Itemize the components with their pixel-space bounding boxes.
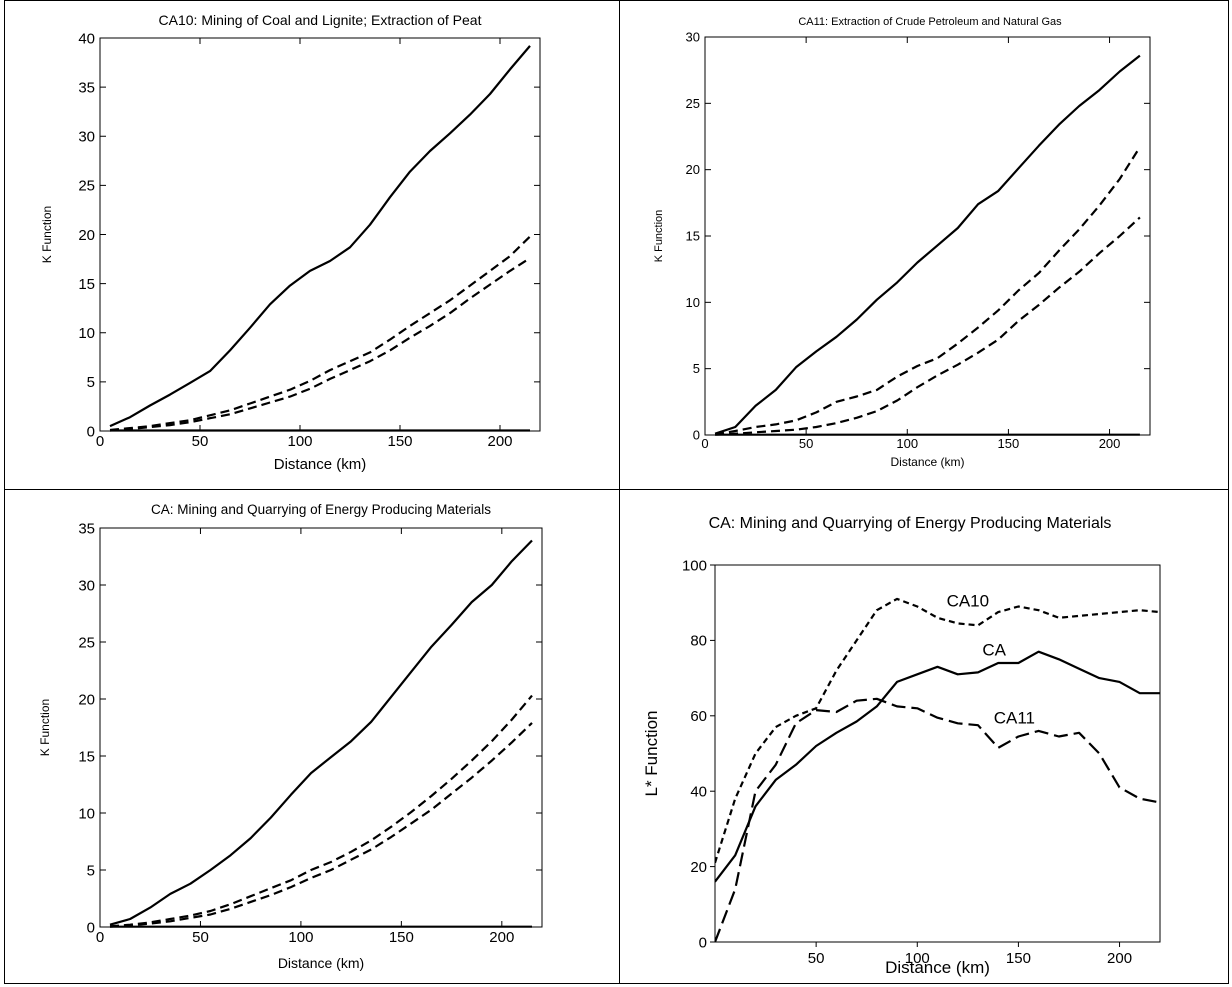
series-line-1 [109,235,531,432]
y-axis-label: K Function [40,206,54,263]
x-tick-label: 150 [998,436,1020,451]
y-tick-label: 5 [87,862,95,879]
panel-ca-lfunction: CA: Mining and Quarrying of Energy Produ… [620,490,1228,982]
y-tick-label: 20 [78,691,95,708]
y-tick-label: 20 [78,227,95,244]
y-tick-label: 30 [686,30,700,45]
x-tick-label: 0 [96,929,104,946]
grid-horizontal-divider [5,489,1228,490]
x-axis-label: Distance (km) [274,456,367,473]
y-tick-label: 10 [78,805,95,822]
chart-ca-kfunction: CA: Mining and Quarrying of Energy Produ… [38,502,543,971]
series-label-ca10: CA10 [947,591,990,610]
x-tick-label: 50 [808,950,825,967]
y-tick-label: 15 [78,276,95,293]
panel-ca-kfunction: CA: Mining and Quarrying of Energy Produ… [5,490,613,982]
x-axis-label: Distance (km) [890,455,964,469]
y-tick-label: 0 [693,428,700,443]
figure-grid [4,0,1229,984]
chart-title: CA11: Extraction of Crude Petroleum and … [798,16,1062,28]
series-label-ca11: CA11 [994,708,1035,727]
x-tick-label: 100 [905,950,930,967]
series-label-ca: CA [982,640,1006,659]
y-tick-label: 25 [78,178,95,195]
series-line-2 [109,722,533,928]
series-line-1 [714,146,1141,436]
plot-area-frame [99,37,541,432]
y-tick-label: 30 [78,129,95,146]
y-tick-label: 30 [78,577,95,594]
series-line-1 [109,694,533,928]
x-tick-label: 50 [192,433,209,450]
y-tick-label: 40 [78,30,95,47]
y-tick-label: 0 [699,934,707,951]
panel-ca11: CA11: Extraction of Crude Petroleum and … [620,1,1228,487]
y-axis-label: L* Function [642,711,661,797]
x-tick-label: 100 [288,929,313,946]
x-tick-label: 150 [389,929,414,946]
x-tick-label: 50 [192,929,209,946]
chart-ca11: CA11: Extraction of Crude Petroleum and … [653,16,1151,469]
series-line-0 [109,45,531,428]
y-tick-label: 60 [690,708,707,725]
x-tick-label: 200 [1099,436,1121,451]
plot-area-frame [714,564,1161,943]
y-tick-label: 80 [690,633,707,650]
x-tick-label: 200 [1107,950,1132,967]
chart-title: CA: Mining and Quarrying of Energy Produ… [709,515,1112,532]
series-line-ca [715,650,1160,883]
x-tick-label: 50 [799,436,813,451]
x-tick-label: 0 [701,436,708,451]
x-tick-label: 150 [1006,950,1031,967]
x-axis-label: Distance (km) [885,958,990,977]
x-tick-label: 200 [489,929,514,946]
series-line-2 [715,216,1141,436]
chart-ca-lfunction: CA: Mining and Quarrying of Energy Produ… [642,515,1161,977]
series-line-0 [109,539,533,926]
series-line-ca10 [715,597,1160,864]
x-axis-label: Distance (km) [278,955,364,971]
x-tick-label: 150 [387,433,412,450]
y-tick-label: 0 [87,423,95,440]
grid-vertical-divider [619,1,620,983]
y-tick-label: 5 [87,374,95,391]
x-tick-label: 200 [487,433,512,450]
series-line-ca11 [715,697,1160,943]
y-tick-label: 20 [686,162,700,177]
y-axis-label: K Function [653,210,665,263]
series-line-2 [109,257,531,432]
x-tick-label: 100 [287,433,312,450]
y-tick-label: 5 [693,361,700,376]
y-axis-label: K Function [38,699,52,756]
x-tick-label: 100 [896,436,918,451]
y-tick-label: 25 [78,634,95,651]
y-tick-label: 100 [682,557,707,574]
y-tick-label: 35 [78,520,95,537]
panel-ca10: CA10: Mining of Coal and Lignite; Extrac… [5,1,613,487]
y-tick-label: 0 [87,919,95,936]
chart-title: CA: Mining and Quarrying of Energy Produ… [151,502,491,517]
y-tick-label: 10 [686,295,700,310]
chart-title: CA10: Mining of Coal and Lignite; Extrac… [159,12,482,28]
plot-area-frame [99,527,543,928]
chart-ca10: CA10: Mining of Coal and Lignite; Extrac… [40,12,541,473]
y-tick-label: 35 [78,79,95,96]
y-tick-label: 20 [690,859,707,876]
y-tick-label: 40 [690,783,707,800]
y-tick-label: 15 [686,229,700,244]
x-tick-label: 0 [96,433,104,450]
y-tick-label: 25 [686,96,700,111]
y-tick-label: 10 [78,325,95,342]
series-line-0 [714,54,1141,435]
y-tick-label: 15 [78,748,95,765]
plot-area-frame [704,36,1151,436]
